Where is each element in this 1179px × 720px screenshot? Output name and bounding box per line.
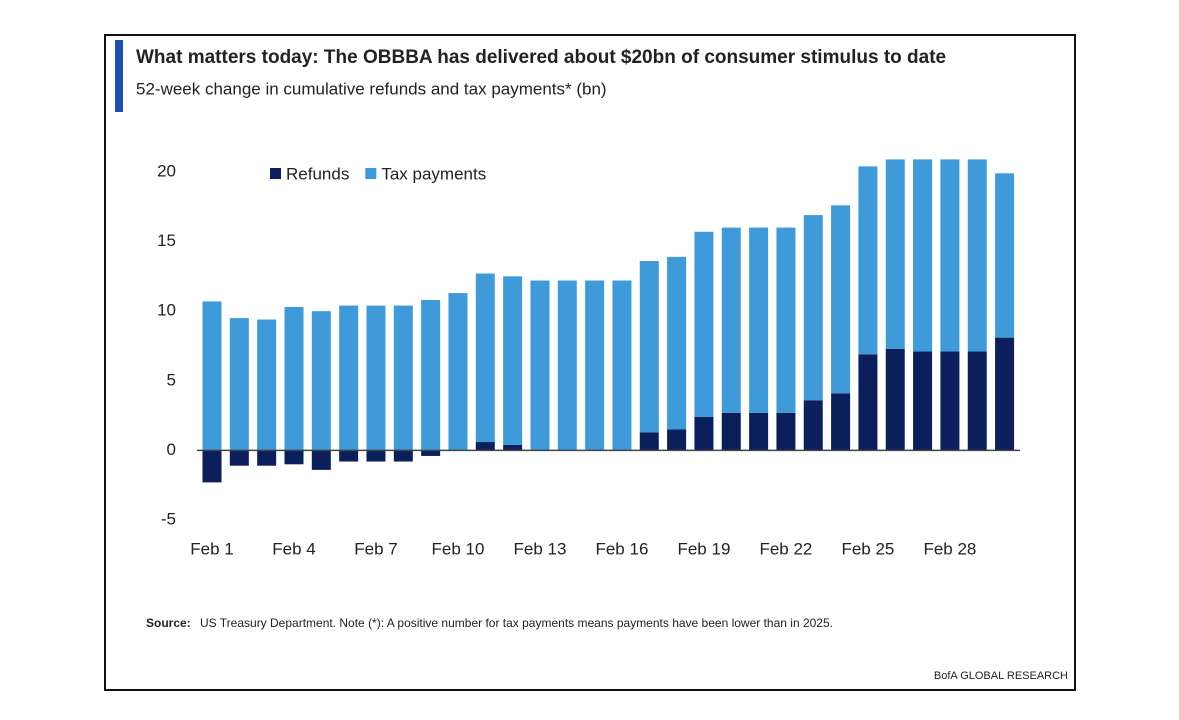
bar xyxy=(940,351,960,451)
bar xyxy=(639,261,659,433)
bar xyxy=(831,205,851,394)
bar xyxy=(612,280,632,451)
bar xyxy=(667,256,687,430)
bar xyxy=(393,450,413,462)
bar xyxy=(967,159,987,352)
bar xyxy=(503,276,523,445)
bar xyxy=(885,348,905,451)
source-text: US Treasury Department. Note (*): A posi… xyxy=(200,616,833,630)
bar xyxy=(639,432,659,451)
bar xyxy=(858,354,878,451)
bar xyxy=(667,429,687,451)
bar xyxy=(585,280,605,451)
bar xyxy=(803,400,823,451)
bar xyxy=(885,159,905,349)
bar xyxy=(803,215,823,401)
x-tick-label: Feb 13 xyxy=(513,539,566,558)
legend-label: Refunds xyxy=(286,164,349,183)
bar xyxy=(995,337,1015,451)
y-tick-label: -5 xyxy=(161,509,176,528)
credit: BofA GLOBAL RESEARCH xyxy=(934,670,1068,682)
chart-title: What matters today: The OBBBA has delive… xyxy=(136,47,946,68)
bar xyxy=(257,319,277,451)
y-tick-label: 0 xyxy=(167,440,176,459)
legend-swatch xyxy=(270,168,281,179)
bar xyxy=(421,450,441,456)
bar xyxy=(448,293,468,451)
bar xyxy=(530,280,550,451)
bar xyxy=(557,280,577,451)
bar xyxy=(284,306,304,451)
bar xyxy=(694,416,714,451)
bar xyxy=(366,305,386,451)
bar xyxy=(967,351,987,451)
x-tick-label: Feb 28 xyxy=(923,539,976,558)
source-label: Source: xyxy=(146,616,191,630)
bar xyxy=(858,166,878,355)
chart-subtitle: 52-week change in cumulative refunds and… xyxy=(136,79,607,98)
x-tick-label: Feb 10 xyxy=(432,539,485,558)
bar xyxy=(694,231,714,417)
x-tick-label: Feb 1 xyxy=(190,539,233,558)
bar xyxy=(913,159,933,352)
title-accent xyxy=(115,40,123,112)
bar xyxy=(475,273,495,443)
bar xyxy=(831,393,851,451)
legend-label: Tax payments xyxy=(381,164,486,183)
x-tick-label: Feb 4 xyxy=(272,539,315,558)
bar xyxy=(202,450,222,483)
bar xyxy=(749,227,769,413)
x-tick-label: Feb 19 xyxy=(677,539,730,558)
bar xyxy=(721,227,741,413)
y-tick-label: 20 xyxy=(157,161,176,180)
bar xyxy=(202,301,222,451)
bar xyxy=(749,412,769,451)
bar xyxy=(421,300,441,451)
bar xyxy=(503,444,523,451)
bar xyxy=(393,305,413,451)
x-tick-label: Feb 22 xyxy=(759,539,812,558)
bar xyxy=(721,412,741,451)
bar xyxy=(339,450,359,462)
bar xyxy=(311,311,331,451)
bar xyxy=(475,442,495,451)
bar xyxy=(229,450,249,466)
bar xyxy=(339,305,359,451)
bar xyxy=(366,450,386,462)
bar xyxy=(776,412,796,451)
bar xyxy=(913,351,933,451)
legend-swatch xyxy=(365,168,377,179)
y-tick-label: 15 xyxy=(157,231,176,250)
x-tick-label: Feb 16 xyxy=(595,539,648,558)
bar xyxy=(257,450,277,466)
bar xyxy=(940,159,960,352)
bar xyxy=(284,450,304,465)
bar xyxy=(311,450,331,470)
bar xyxy=(229,318,249,451)
x-tick-label: Feb 7 xyxy=(354,539,397,558)
y-tick-label: 10 xyxy=(157,301,176,320)
bar xyxy=(995,173,1015,338)
x-tick-label: Feb 25 xyxy=(841,539,894,558)
y-tick-label: 5 xyxy=(167,370,176,389)
bar xyxy=(776,227,796,413)
